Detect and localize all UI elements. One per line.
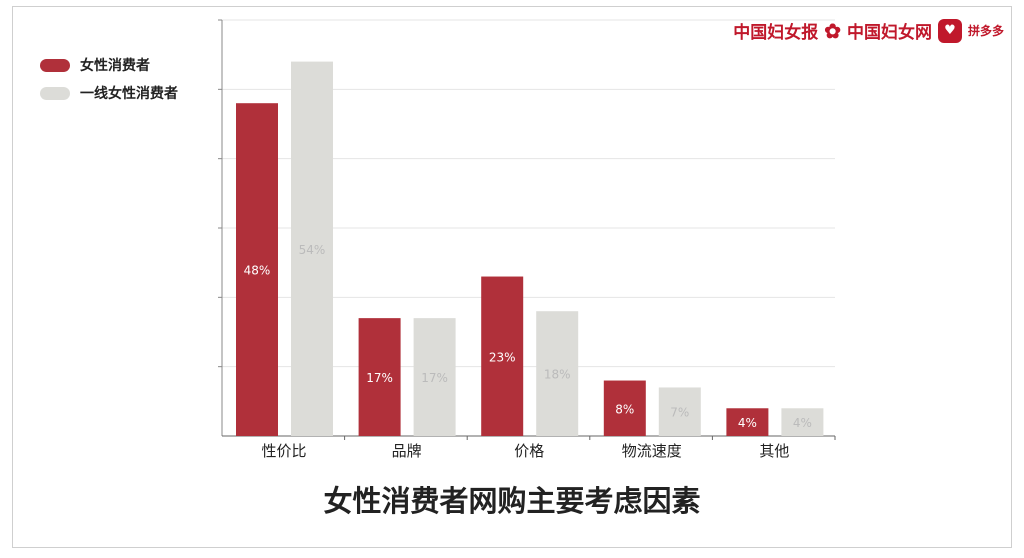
x-tick-label: 品牌 — [392, 442, 422, 460]
logo-emblem-icon: ✿ — [824, 18, 841, 43]
legend-item-tier1-female: 一线女性消费者 — [40, 83, 178, 103]
bar-tier1-female — [413, 318, 456, 436]
pinduoduo-icon: ♥ — [937, 18, 962, 43]
legend-item-female: 女性消费者 — [40, 55, 150, 75]
data-label: 7% — [670, 406, 689, 420]
logo-china-women-net: 中国妇女网 — [846, 23, 932, 43]
x-tick-label: 性价比 — [261, 442, 306, 460]
bar-female — [236, 103, 278, 436]
x-tick-label: 物流速度 — [622, 442, 682, 460]
data-label: 54% — [299, 243, 326, 257]
chart-frame — [12, 6, 1012, 548]
bar-tier1-female — [781, 408, 824, 436]
data-label: 23% — [489, 350, 516, 364]
data-label: 17% — [366, 371, 393, 385]
logo-pinduoduo: 拼多多 — [967, 24, 1004, 38]
legend-swatch — [40, 86, 70, 100]
data-label: 8% — [615, 402, 634, 416]
bar-tier1-female — [658, 387, 701, 436]
legend-label: 一线女性消费者 — [80, 86, 178, 102]
bar-female — [603, 380, 646, 436]
data-label: 4% — [738, 416, 757, 430]
bar-tier1-female — [291, 61, 333, 436]
x-tick-label: 价格 — [514, 442, 544, 460]
data-label: 17% — [421, 371, 448, 385]
legend-swatch — [40, 58, 70, 72]
bar-female — [481, 276, 524, 436]
bar-female — [726, 408, 769, 436]
chart-title: 女性消费者网购主要考虑因素 — [323, 484, 701, 518]
data-label: 18% — [544, 368, 571, 382]
bar-tier1-female — [536, 311, 579, 436]
legend-label: 女性消费者 — [80, 58, 150, 74]
logo-china-women-news: 中国妇女报 — [733, 23, 819, 43]
logos: 中国妇女报 ✿ 中国妇女网 ♥ 拼多多 — [733, 18, 1004, 43]
bar-female — [358, 318, 401, 436]
x-tick-label: 其他 — [759, 442, 789, 460]
data-label: 48% — [244, 264, 271, 278]
data-label: 4% — [793, 416, 812, 430]
